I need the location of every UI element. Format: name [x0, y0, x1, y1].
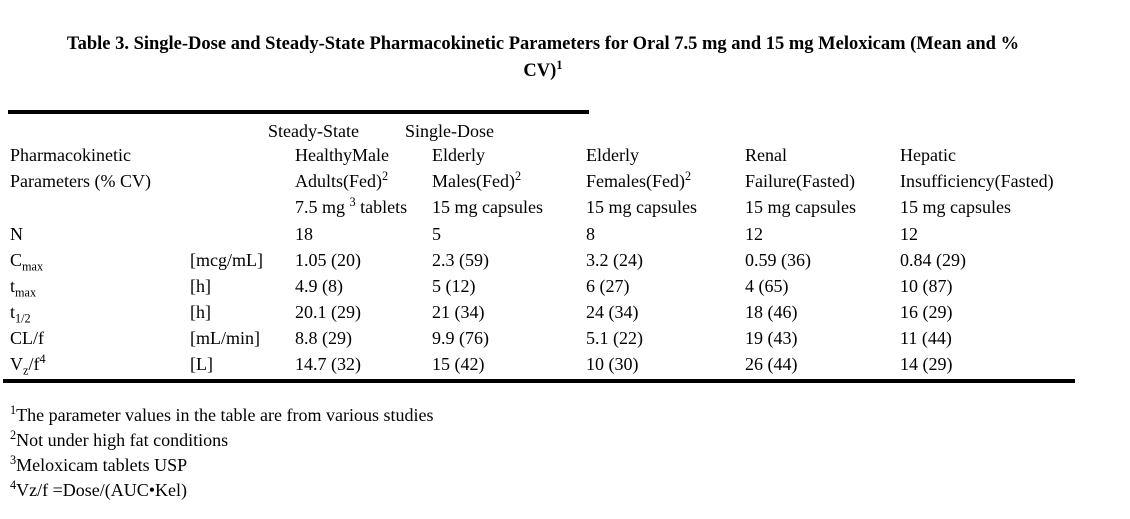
value-cell: 18: [295, 223, 313, 244]
value-cell: 3.2 (24): [586, 249, 643, 270]
value-cell: 4 (65): [745, 275, 789, 296]
value-cell: 11 (44): [900, 327, 952, 348]
param-cell: Cmax: [10, 249, 44, 274]
col-header-hepatic-insufficiency: Hepatic Insufficiency(Fasted): [900, 145, 1054, 191]
col-header-elderly-females: Elderly Females(Fed)2: [586, 145, 692, 191]
table-row-n: N 18 5 8 12 12: [10, 221, 1075, 247]
empty-cell: [10, 114, 190, 142]
dose-cell: 15 mg capsules: [432, 197, 543, 217]
value-cell: 18 (46): [745, 301, 798, 322]
value-cell: 1.05 (20): [295, 249, 361, 270]
value-cell: 5: [432, 223, 441, 244]
footnote-marker: 2: [10, 428, 17, 442]
value-cell: 5 (12): [432, 275, 476, 296]
row-header-line2: Parameters (% CV): [10, 171, 151, 191]
param-cell: Vz/f4: [10, 351, 46, 378]
row-header-line1: Pharmacokinetic: [10, 145, 131, 165]
footnotes: 1The parameter values in the table are f…: [10, 403, 433, 503]
empty-cell: [190, 194, 295, 221]
value-cell: 8.8 (29): [295, 327, 352, 348]
dose-row: 7.5 mg 3 tablets 15 mg capsules 15 mg ca…: [10, 194, 1075, 221]
table-title: Table 3. Single-Dose and Steady-State Ph…: [0, 31, 1086, 85]
footnote-marker: 2: [514, 169, 522, 183]
units-cell: [h]: [190, 275, 211, 296]
footnote-marker: 1: [10, 403, 17, 417]
footnote-marker: 3: [349, 195, 356, 209]
value-cell: 4.9 (8): [295, 275, 343, 296]
group-header-single-dose: Single-Dose: [405, 121, 494, 141]
table-title-footnote-marker: 1: [556, 57, 563, 72]
table-bottom-rule: [3, 379, 1075, 383]
value-cell: 19 (43): [745, 327, 798, 348]
empty-cell: [586, 114, 745, 142]
col-header-elderly-males: Elderly Males(Fed)2: [432, 145, 522, 191]
col-header-renal-failure: Renal Failure(Fasted): [745, 145, 855, 191]
units-cell: [190, 221, 295, 247]
group-header-steady-state: Steady-State: [268, 121, 359, 141]
value-cell: 15 (42): [432, 353, 485, 374]
table-row-tmax: tmax [h] 4.9 (8) 5 (12) 6 (27) 4 (65) 10…: [10, 273, 1075, 299]
value-cell: 24 (34): [586, 301, 639, 322]
empty-cell: [900, 114, 1075, 142]
dose-cell: 15 mg capsules: [586, 197, 697, 217]
value-cell: 0.84 (29): [900, 249, 966, 270]
value-cell: 14.7 (32): [295, 353, 361, 374]
footnote-4: 4Vz/f =Dose/(AUC•Kel): [10, 478, 188, 500]
value-cell: 10 (87): [900, 275, 953, 296]
empty-cell: [10, 194, 190, 221]
value-cell: 26 (44): [745, 353, 798, 374]
param-cell: CL/f: [10, 327, 44, 348]
table-title-line1: Table 3. Single-Dose and Steady-State Ph…: [66, 34, 1020, 54]
param-cell: N: [10, 223, 23, 244]
param-cell: tmax: [10, 275, 37, 300]
pk-parameters-table: Steady-State Single-Dose Pharmacokinetic…: [10, 114, 1075, 377]
value-cell: 14 (29): [900, 353, 953, 374]
table-title-line2: CV): [523, 61, 557, 81]
value-cell: 6 (27): [586, 275, 630, 296]
value-cell: 16 (29): [900, 301, 953, 322]
footnote-marker: 2: [382, 169, 389, 183]
units-cell: [mcg/mL]: [190, 249, 263, 270]
empty-cell: [745, 114, 900, 142]
footnote-1: 1The parameter values in the table are f…: [10, 403, 434, 425]
table-row-clf: CL/f [mL/min] 8.8 (29) 9.9 (76) 5.1 (22)…: [10, 325, 1075, 351]
value-cell: 21 (34): [432, 301, 485, 322]
value-cell: 8: [586, 223, 595, 244]
value-cell: 12: [745, 223, 763, 244]
value-cell: 5.1 (22): [586, 327, 643, 348]
param-cell: t1/2: [10, 301, 31, 326]
footnote-marker: 3: [10, 453, 17, 467]
footnote-3: 3Meloxicam tablets USP: [10, 453, 188, 475]
value-cell: 10 (30): [586, 353, 639, 374]
table-row-cmax: Cmax [mcg/mL] 1.05 (20) 2.3 (59) 3.2 (24…: [10, 247, 1075, 273]
units-cell: [h]: [190, 301, 211, 322]
col-header-healthy-male: HealthyMale Adults(Fed)2: [295, 145, 389, 191]
units-cell: [L]: [190, 353, 213, 374]
dose-cell: 7.5 mg 3 tablets: [295, 195, 408, 217]
value-cell: 2.3 (59): [432, 249, 489, 270]
value-cell: 0.59 (36): [745, 249, 811, 270]
footnote-marker: 2: [684, 169, 692, 183]
value-cell: 9.9 (76): [432, 327, 489, 348]
value-cell: 12: [900, 223, 918, 244]
footnote-2: 2Not under high fat conditions: [10, 428, 229, 450]
column-names-row: Pharmacokinetic Parameters (% CV) Health…: [10, 142, 1075, 194]
value-cell: 20.1 (29): [295, 301, 361, 322]
table-top-rule: [8, 110, 589, 114]
table-row-vzf: Vz/f4 [L] 14.7 (32) 15 (42) 10 (30) 26 (…: [10, 351, 1075, 377]
footnote-marker: 4: [10, 478, 17, 492]
row-header-cell: Pharmacokinetic Parameters (% CV): [10, 142, 295, 194]
dose-cell: 15 mg capsules: [745, 197, 856, 217]
table-row-thalf: t1/2 [h] 20.1 (29) 21 (34) 24 (34) 18 (4…: [10, 299, 1075, 325]
dose-cell: 15 mg capsules: [900, 197, 1011, 217]
group-header-row: Steady-State Single-Dose: [10, 114, 1075, 142]
units-cell: [mL/min]: [190, 327, 260, 348]
